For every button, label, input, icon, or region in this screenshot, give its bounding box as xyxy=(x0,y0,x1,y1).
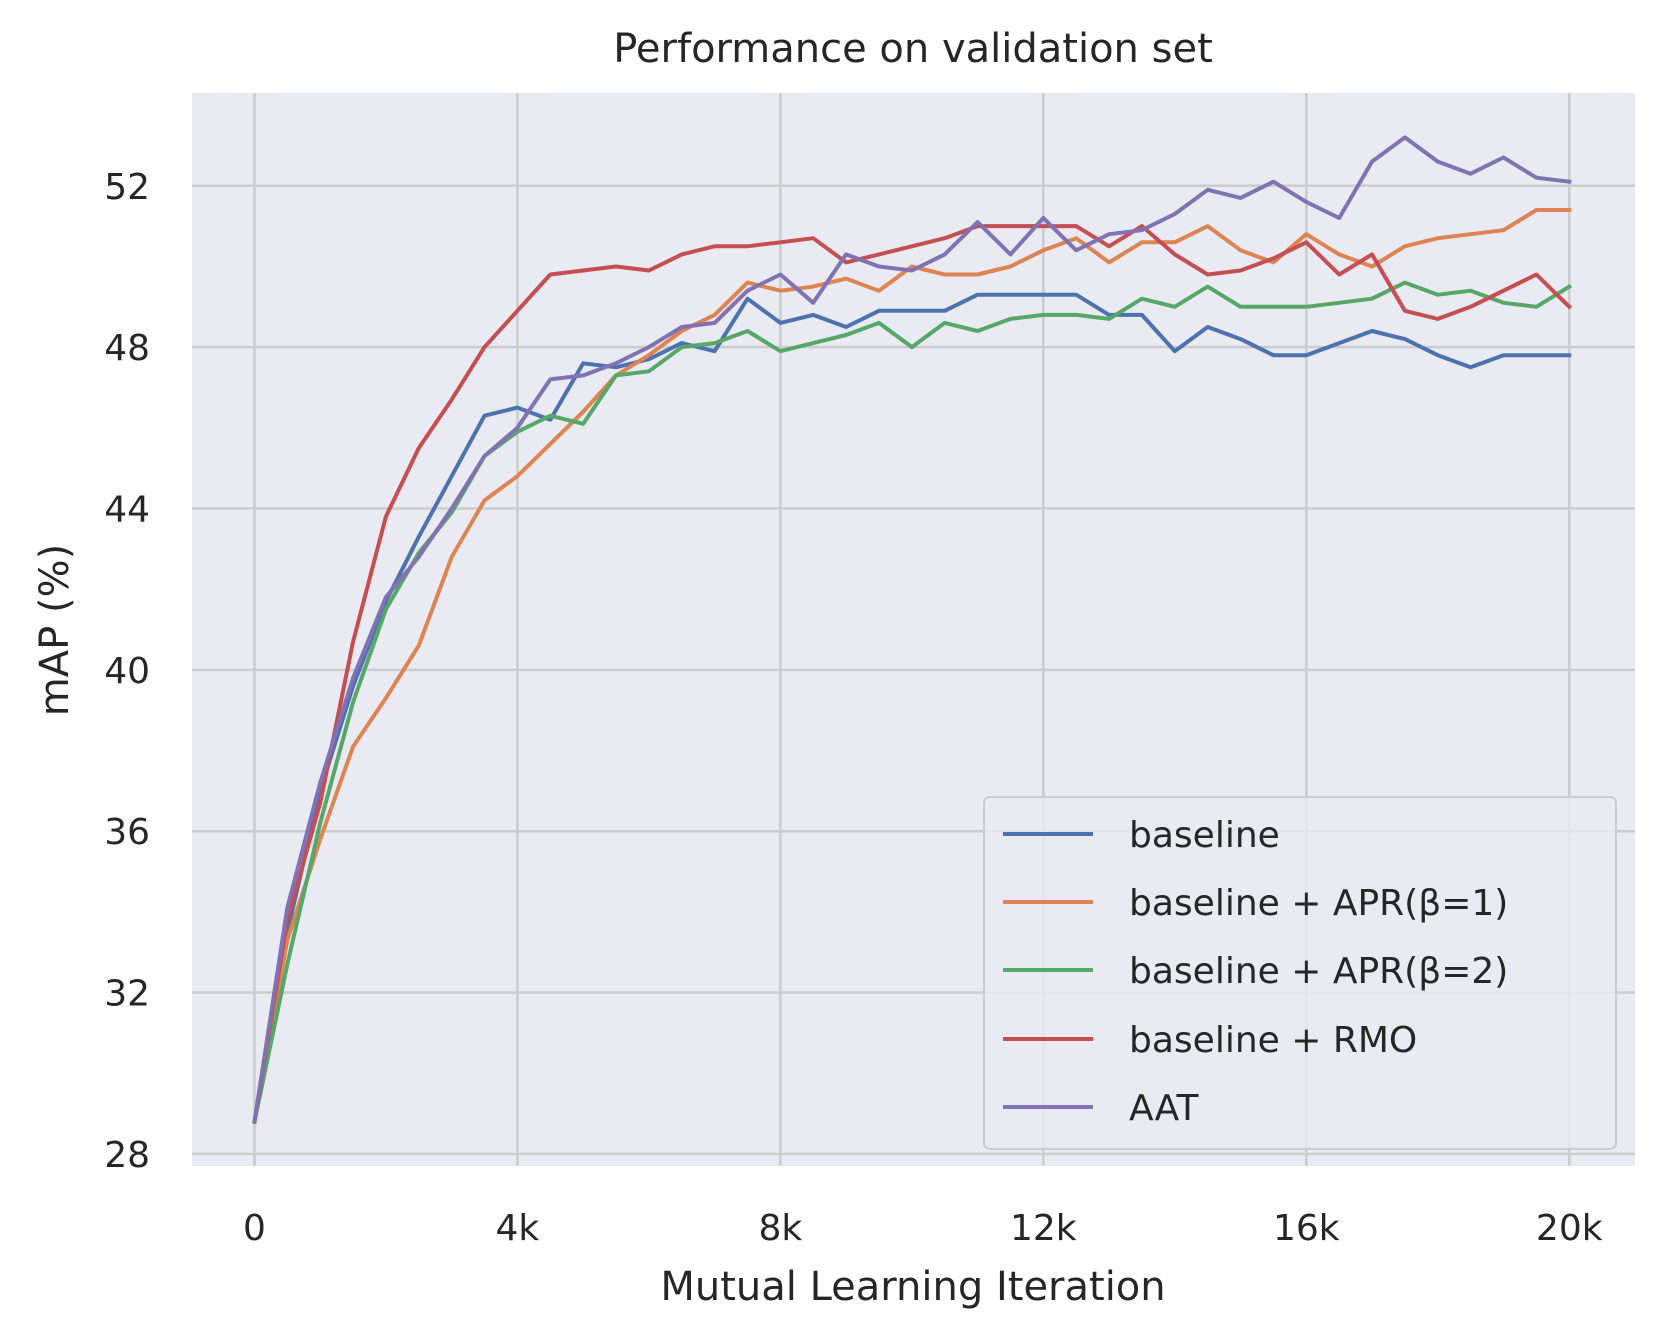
y-tick-label: 36 xyxy=(104,812,150,853)
series-line-3 xyxy=(252,224,1573,1124)
legend-label-4: AAT xyxy=(1129,1088,1199,1129)
legend-label-2: baseline + APR(β=2) xyxy=(1129,951,1508,992)
legend-label-1: baseline + APR(β=1) xyxy=(1129,883,1508,924)
x-tick-label: 12k xyxy=(1010,1208,1077,1249)
series-line-4 xyxy=(252,135,1572,1124)
chart-title: Performance on validation set xyxy=(613,26,1213,72)
y-tick-label: 52 xyxy=(104,167,150,208)
x-axis-label: Mutual Learning Iteration xyxy=(660,1264,1165,1310)
x-tick-label: 0 xyxy=(243,1208,266,1249)
x-tick-label: 8k xyxy=(758,1208,802,1249)
legend-label-3: baseline + RMO xyxy=(1129,1020,1417,1061)
x-tick-label: 4k xyxy=(496,1208,540,1249)
y-tick-label: 32 xyxy=(104,974,150,1015)
series-line-1 xyxy=(252,208,1572,1124)
legend-box xyxy=(983,796,1617,1150)
x-tick-label: 20k xyxy=(1536,1208,1603,1249)
y-axis-label: mAP (%) xyxy=(32,544,78,716)
axis-ticks: 0 4k 8k 12k 16k 20k 28 32 36 40 44 48 52 xyxy=(104,167,1603,1249)
grid xyxy=(192,93,1635,1166)
y-tick-label: 40 xyxy=(104,651,150,692)
legend-label-0: baseline xyxy=(1129,815,1280,856)
y-tick-label: 48 xyxy=(104,328,150,369)
y-tick-label: 44 xyxy=(104,489,150,530)
series-lines xyxy=(252,135,1573,1124)
y-tick-label: 28 xyxy=(104,1135,150,1176)
legend: baseline baseline + APR(β=1) baseline + AP… xyxy=(983,796,1617,1150)
x-tick-label: 16k xyxy=(1273,1208,1340,1249)
series-line-0 xyxy=(252,292,1572,1124)
